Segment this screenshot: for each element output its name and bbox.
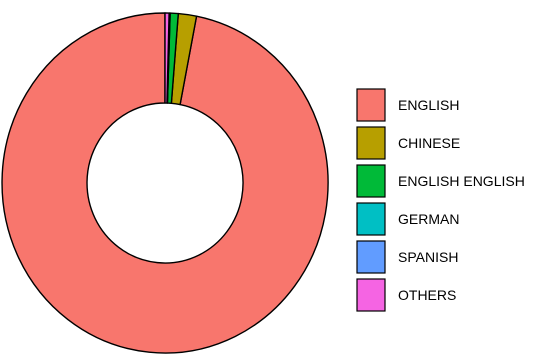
legend-label-german: GERMAN	[398, 211, 459, 227]
legend-label-english-english: ENGLISH ENGLISH	[398, 173, 525, 189]
legend-label-spanish: SPANISH	[398, 249, 458, 265]
legend-item-chinese: CHINESE	[356, 126, 460, 160]
legend-swatch-german	[356, 202, 386, 236]
legend-swatch-others	[356, 278, 386, 312]
slice-english	[1, 12, 329, 354]
legend-label-english: ENGLISH	[398, 97, 459, 113]
slice-others	[164, 12, 170, 104]
slice-chinese	[170, 12, 198, 106]
legend-swatch-english-english	[356, 164, 386, 198]
legend-swatch-spanish	[356, 240, 386, 274]
legend-item-german: GERMAN	[356, 202, 459, 236]
legend-swatch-english	[356, 88, 386, 122]
legend-item-english: ENGLISH	[356, 88, 459, 122]
legend-label-others: OTHERS	[398, 287, 456, 303]
legend-item-english-english: ENGLISH ENGLISH	[356, 164, 525, 198]
legend: ENGLISH CHINESE ENGLISH ENGLISH GERMAN SPANI…	[356, 88, 525, 312]
donut-slices	[1, 12, 329, 354]
legend-label-chinese: CHINESE	[398, 135, 460, 151]
legend-item-spanish: SPANISH	[356, 240, 458, 274]
legend-item-others: OTHERS	[356, 278, 456, 312]
legend-swatch-chinese	[356, 126, 386, 160]
